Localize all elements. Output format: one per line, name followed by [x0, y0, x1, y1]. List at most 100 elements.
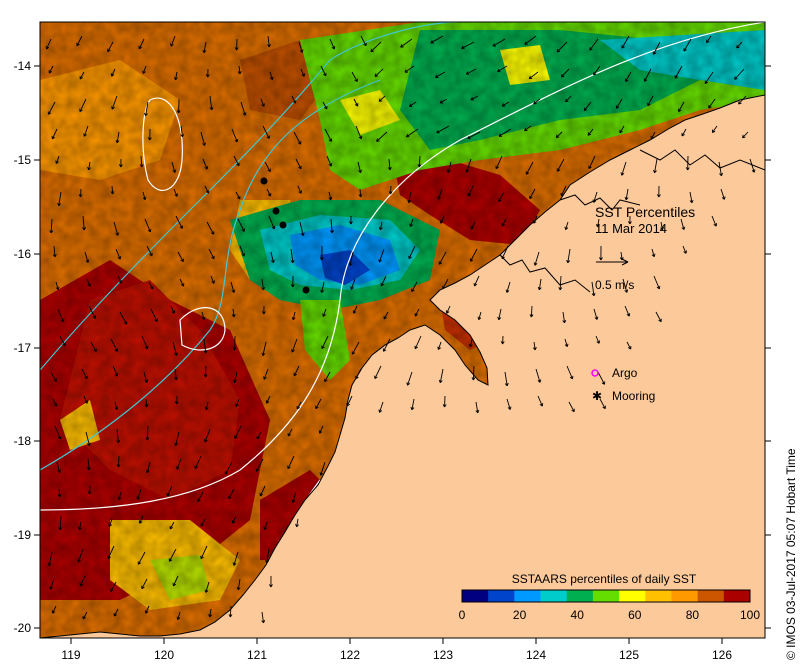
current-vector-icon: [137, 488, 142, 500]
current-vector-head-icon: [497, 68, 501, 73]
current-vector-icon: [378, 95, 386, 102]
current-vector-icon: [408, 191, 412, 203]
current-vector-head-icon: [704, 80, 709, 84]
current-vector-icon: [556, 41, 568, 53]
current-vector-head-icon: [47, 111, 52, 115]
current-vector-icon: [116, 131, 120, 143]
marker-legend: Argo ✱ Mooring: [591, 366, 655, 403]
current-vector-head-icon: [621, 45, 625, 49]
current-vector-icon: [47, 101, 56, 115]
current-vector-icon: [704, 71, 714, 84]
current-vector-icon: [404, 65, 415, 73]
current-vector-head-icon: [708, 105, 712, 109]
colorbar-swatch: [723, 590, 751, 602]
current-vector-head-icon: [271, 225, 276, 230]
colorbar-swatches: [462, 590, 751, 602]
current-vector-head-icon: [378, 98, 383, 102]
current-vector-head-icon: [492, 43, 496, 47]
current-vector-head-icon: [589, 47, 593, 51]
current-vector-head-icon: [539, 403, 544, 407]
current-vector-icon: [501, 218, 507, 227]
current-vector-head-icon: [430, 40, 434, 44]
current-vector-head-icon: [315, 405, 319, 410]
current-vector-icon: [52, 605, 57, 614]
current-vector-icon: [197, 491, 204, 502]
current-vector-icon: [117, 275, 123, 284]
current-vector-head-icon: [388, 191, 393, 195]
current-vector-head-icon: [319, 257, 324, 261]
current-vector-head-icon: [147, 137, 152, 141]
current-vector-head-icon: [93, 348, 97, 353]
current-vector-icon: [200, 545, 208, 559]
current-vector-icon: [430, 35, 444, 44]
current-vector-head-icon: [656, 285, 661, 290]
current-vector-head-icon: [358, 169, 362, 173]
current-vector-head-icon: [57, 469, 61, 473]
current-vector-icon: [228, 488, 235, 499]
current-vector-icon: [266, 548, 270, 563]
current-vector-icon: [235, 398, 240, 407]
current-vector-icon: [237, 218, 245, 232]
current-vector-head-icon: [438, 261, 443, 265]
current-vector-head-icon: [525, 171, 530, 175]
current-vector-head-icon: [414, 345, 418, 350]
current-vector-icon: [230, 281, 235, 293]
current-vector-icon: [51, 128, 58, 140]
current-vector-head-icon: [269, 584, 273, 588]
current-vector-icon: [255, 458, 264, 472]
current-vector-head-icon: [49, 230, 54, 234]
current-vector-head-icon: [602, 405, 606, 410]
current-vector-head-icon: [615, 105, 620, 109]
current-vector-head-icon: [293, 372, 297, 377]
current-vector-icon: [206, 221, 215, 235]
current-vector-icon: [359, 188, 362, 198]
current-vector-head-icon: [598, 257, 603, 261]
y-tick-label: -18: [14, 434, 32, 448]
current-vector-icon: [506, 398, 511, 410]
current-vector-head-icon: [331, 46, 336, 50]
current-vector-head-icon: [203, 349, 208, 354]
current-vector-head-icon: [205, 74, 210, 78]
current-vector-head-icon: [138, 45, 142, 50]
current-vector-icon: [738, 95, 747, 105]
current-vector-icon: [142, 65, 147, 74]
current-vector-icon: [647, 95, 654, 106]
current-vector-head-icon: [643, 78, 648, 82]
current-vector-icon: [177, 611, 181, 620]
argo-icon: [591, 369, 599, 377]
current-vector-head-icon: [57, 435, 62, 440]
current-vector-head-icon: [406, 133, 410, 138]
current-vector-head-icon: [265, 559, 269, 564]
current-vector-head-icon: [114, 373, 119, 377]
current-vector-icon: [174, 368, 177, 380]
current-vector-icon: [79, 71, 85, 80]
current-vector-head-icon: [116, 440, 121, 444]
current-vector-head-icon: [204, 589, 209, 593]
current-vector-icon: [329, 38, 335, 50]
current-vector-icon: [292, 491, 297, 503]
current-vector-head-icon: [571, 408, 575, 413]
current-vector-icon: [355, 125, 362, 140]
current-vector-icon: [533, 341, 536, 350]
current-vector-head-icon: [562, 319, 567, 324]
current-vector-head-icon: [168, 558, 173, 562]
y-tick-label: -17: [14, 341, 32, 355]
current-vector-head-icon: [404, 69, 409, 73]
current-vector-icon: [138, 38, 145, 50]
current-vector-head-icon: [201, 316, 206, 321]
current-vector-head-icon: [529, 314, 534, 318]
current-vector-icon: [595, 335, 600, 344]
current-vector-head-icon: [383, 316, 387, 320]
current-vector-icon: [418, 155, 421, 168]
current-vector-icon: [589, 38, 599, 51]
current-vector-icon: [447, 161, 452, 173]
current-vector-head-icon: [82, 616, 86, 620]
current-vector-icon: [446, 305, 451, 314]
current-vector-icon: [53, 245, 56, 257]
current-vector-head-icon: [742, 134, 746, 139]
current-vector-icon: [322, 101, 328, 110]
current-vector-icon: [171, 161, 176, 173]
current-vector-icon: [49, 578, 55, 590]
x-tick-label: 119: [61, 648, 80, 662]
